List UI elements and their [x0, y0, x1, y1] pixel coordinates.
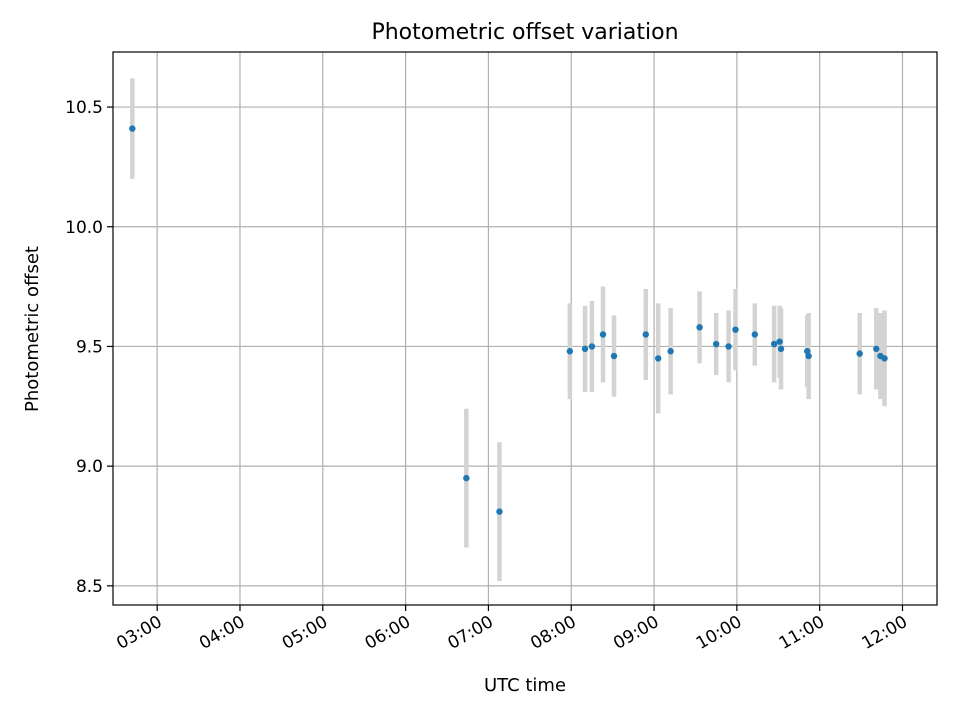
data-point [751, 331, 759, 338]
data-point [581, 345, 589, 353]
data-point [777, 345, 785, 353]
data-point [696, 324, 703, 331]
data-point [496, 508, 503, 515]
data-point [654, 355, 662, 362]
x-tick-label: 04:00 [196, 612, 248, 654]
x-tick-label: 03:00 [113, 612, 165, 654]
data-point [725, 343, 732, 350]
x-tick-label: 11:00 [776, 612, 828, 654]
y-tick-label: 9.5 [76, 337, 103, 357]
data-point [566, 348, 574, 355]
y-tick-label: 9.0 [76, 457, 103, 477]
y-axis: 8.5 9.0 9.5 10.0 10.5 [65, 98, 113, 597]
data-point [881, 355, 888, 362]
y-tick-label: 10.0 [65, 218, 103, 238]
y-axis-label: Photometric offset [22, 246, 43, 412]
data-points [129, 125, 888, 515]
chart-title: Photometric offset variation [371, 20, 678, 45]
data-point [129, 125, 136, 132]
y-tick-label: 8.5 [76, 577, 103, 597]
data-point [805, 352, 812, 360]
x-axis-label: UTC time [484, 675, 566, 696]
x-tick-label: 06:00 [362, 612, 414, 654]
x-tick-label: 07:00 [444, 612, 496, 654]
data-point [588, 343, 596, 350]
data-point [712, 340, 720, 348]
data-point [776, 338, 783, 345]
data-point [642, 331, 649, 338]
data-point [610, 352, 618, 360]
y-tick-label: 10.5 [65, 98, 103, 118]
data-point [770, 340, 778, 348]
x-tick-label: 12:00 [859, 612, 911, 654]
x-axis: 03:00 04:00 05:00 06:00 07:00 08:00 09:00 10:00… [113, 605, 911, 654]
data-point [873, 345, 880, 353]
x-tick-label: 10:00 [693, 612, 745, 654]
data-point [667, 348, 674, 355]
plot-area [113, 52, 937, 605]
data-point [599, 331, 607, 338]
x-tick-label: 08:00 [527, 612, 579, 654]
data-point [463, 474, 470, 482]
data-point [856, 350, 863, 357]
x-tick-label: 09:00 [610, 612, 662, 654]
data-point [732, 326, 739, 333]
plot-frame [112, 51, 938, 606]
x-tick-label: 05:00 [279, 612, 331, 654]
